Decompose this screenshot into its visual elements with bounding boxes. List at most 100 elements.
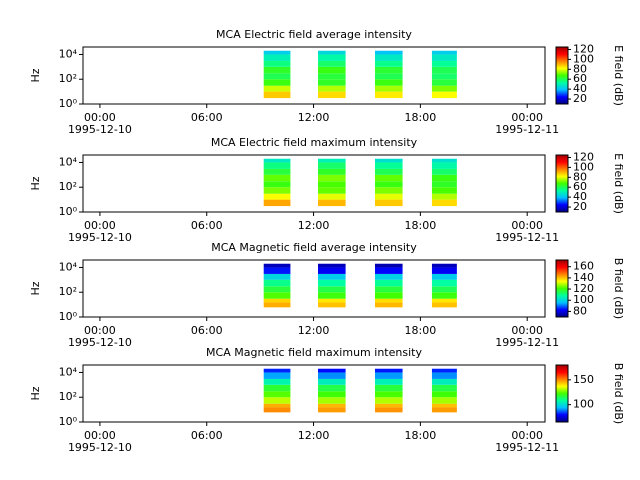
colorbar-tick-label: 120 bbox=[573, 150, 594, 163]
spectrogram-cell bbox=[318, 193, 346, 200]
x-tick-label: 00:00 bbox=[84, 111, 116, 124]
spectrogram-cell bbox=[318, 50, 346, 55]
spectrogram-cell bbox=[263, 50, 291, 55]
spectrogram-cell bbox=[318, 263, 346, 268]
spectrogram-cell bbox=[431, 168, 457, 175]
colorbar-tick-label: 100 bbox=[573, 52, 594, 65]
spectrogram-cell bbox=[374, 273, 403, 280]
x-tick-label: 18:00 bbox=[405, 324, 437, 337]
colorbar-tick-label: 100 bbox=[573, 398, 594, 411]
y-tick-label: 10⁰ bbox=[59, 97, 78, 110]
spectrogram-cell bbox=[263, 267, 291, 274]
spectrogram-cell bbox=[374, 378, 403, 385]
y-axis-label: Hz bbox=[29, 176, 42, 190]
colorbar-tick-label: 100 bbox=[573, 293, 594, 306]
spectrogram-cell bbox=[374, 193, 403, 200]
x-tick-date: 1995-12-11 bbox=[495, 441, 559, 454]
y-axis-label: Hz bbox=[29, 386, 42, 400]
spectrogram-cell bbox=[318, 279, 346, 287]
spectrogram-cell bbox=[431, 199, 457, 207]
spectrogram-cell bbox=[431, 91, 457, 99]
spectrogram-cell bbox=[263, 368, 291, 373]
y-tick-label: 10⁴ bbox=[59, 47, 78, 60]
spectrogram-cell bbox=[263, 162, 291, 169]
spectrogram-cell bbox=[318, 54, 346, 61]
colorbar-tick-label: 60 bbox=[573, 72, 587, 85]
x-tick-label: 06:00 bbox=[191, 429, 223, 442]
x-tick-date: 1995-12-10 bbox=[68, 123, 132, 136]
x-tick-label: 06:00 bbox=[191, 111, 223, 124]
spectrogram-cell bbox=[318, 403, 346, 408]
spectrogram-cell bbox=[431, 368, 457, 373]
spectrogram-cell bbox=[431, 73, 457, 80]
spectrogram-cell bbox=[374, 403, 403, 408]
x-tick-label: 12:00 bbox=[298, 429, 330, 442]
spectrogram-cell bbox=[431, 187, 457, 194]
spectrogram-cell bbox=[318, 292, 346, 299]
spectrogram-cell bbox=[263, 391, 291, 398]
plot-frame bbox=[82, 154, 546, 213]
x-tick-label: 06:00 bbox=[191, 219, 223, 232]
colorbar-tick-label: 40 bbox=[573, 190, 587, 203]
spectrogram-cell bbox=[318, 91, 346, 99]
spectrogram-cell bbox=[318, 397, 346, 404]
spectrogram-cell bbox=[318, 267, 346, 274]
spectrogram-cell bbox=[374, 181, 403, 188]
colorbar-tick-label: 60 bbox=[573, 180, 587, 193]
spectrogram-cell bbox=[374, 368, 403, 373]
spectrogram-cell bbox=[263, 263, 291, 268]
colorbar-tick-label: 80 bbox=[573, 304, 587, 317]
spectrogram-cell bbox=[374, 91, 403, 99]
y-tick-label: 10⁴ bbox=[59, 260, 78, 273]
spectrogram-cell bbox=[374, 66, 403, 74]
spectrogram-cell bbox=[431, 267, 457, 274]
spectrogram-cell bbox=[263, 273, 291, 280]
spectrogram-cell bbox=[374, 79, 403, 86]
spectrogram-cell bbox=[318, 391, 346, 398]
spectrogram-cell bbox=[374, 187, 403, 194]
spectrogram-cell bbox=[374, 54, 403, 61]
spectrogram-cell bbox=[318, 298, 346, 303]
x-tick-label: 18:00 bbox=[405, 111, 437, 124]
x-tick-date: 1995-12-11 bbox=[495, 336, 559, 349]
x-tick-date: 1995-12-10 bbox=[68, 231, 132, 244]
colorbar-tick-label: 80 bbox=[573, 170, 587, 183]
colorbar-tick-label: 150 bbox=[573, 373, 594, 386]
spectrogram-cell bbox=[374, 391, 403, 398]
spectrogram-cell bbox=[263, 378, 291, 385]
spectrogram-cell bbox=[263, 54, 291, 61]
spectrogram-cell bbox=[263, 60, 291, 67]
spectrogram-cell bbox=[431, 79, 457, 86]
colorbar-tick-label: 40 bbox=[573, 82, 587, 95]
colorbar bbox=[555, 154, 569, 213]
y-tick-label: 10² bbox=[59, 72, 77, 85]
spectrogram-cell bbox=[263, 302, 291, 308]
colorbar-tick-label: 80 bbox=[573, 62, 587, 75]
x-tick-label: 00:00 bbox=[84, 324, 116, 337]
spectrogram-cell bbox=[431, 292, 457, 299]
spectrogram-cell bbox=[318, 384, 346, 392]
colorbar-tick-label: 120 bbox=[573, 282, 594, 295]
spectrogram-cell bbox=[374, 267, 403, 274]
spectrogram-cell bbox=[431, 403, 457, 408]
x-tick-label: 00:00 bbox=[511, 111, 543, 124]
spectrogram-cell bbox=[318, 79, 346, 86]
chart-title: MCA Magnetic field average intensity bbox=[211, 241, 417, 254]
spectrogram-cell bbox=[318, 372, 346, 379]
spectrogram-cell bbox=[431, 193, 457, 200]
plot-frame bbox=[82, 364, 546, 423]
plot-frame bbox=[82, 259, 546, 318]
spectrogram-cell bbox=[431, 54, 457, 61]
colorbar bbox=[555, 364, 569, 423]
spectrogram-cell bbox=[263, 158, 291, 163]
y-axis-label: Hz bbox=[29, 68, 42, 82]
y-tick-label: 10² bbox=[59, 390, 77, 403]
colorbar-label: E field (dB) bbox=[612, 45, 625, 106]
y-axis-label: Hz bbox=[29, 281, 42, 295]
spectrogram-cell bbox=[263, 174, 291, 182]
spectrogram-cell bbox=[263, 85, 291, 92]
y-tick-label: 10⁰ bbox=[59, 205, 78, 218]
spectrogram-cell bbox=[318, 181, 346, 188]
colorbar-label: B field (dB) bbox=[612, 363, 625, 424]
